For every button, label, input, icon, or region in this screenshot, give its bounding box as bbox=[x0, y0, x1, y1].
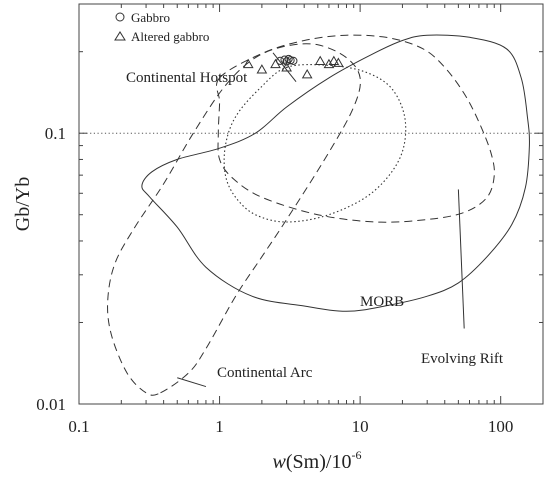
point-altered-gabbro bbox=[323, 58, 335, 69]
point-altered-gabbro bbox=[281, 62, 292, 72]
legend-gabbro-label: Gabbro bbox=[131, 10, 170, 25]
legend-gabbro-marker bbox=[115, 12, 125, 22]
field-morb bbox=[223, 64, 407, 223]
y-axis-label: Gb/Yb bbox=[12, 177, 34, 231]
x-tick-label: 1 bbox=[215, 417, 224, 436]
sample-points bbox=[242, 54, 344, 79]
point-gabbro bbox=[284, 54, 293, 64]
y-tick-label: 0.1 bbox=[45, 124, 66, 143]
y-tick-label: 0.01 bbox=[36, 395, 66, 414]
x-tick-label: 100 bbox=[488, 417, 514, 436]
field-label-continental-arc: Continental Arc bbox=[217, 365, 313, 381]
point-altered-gabbro bbox=[256, 64, 268, 74]
legend-altered-gabbro-label: Altered gabbro bbox=[131, 29, 209, 44]
field-label-morb: MORB bbox=[360, 294, 404, 310]
x-axis-label: w(Sm)/10-6 bbox=[273, 448, 362, 473]
point-altered-gabbro bbox=[314, 55, 326, 65]
legend-altered-gabbro-marker bbox=[114, 31, 126, 41]
point-altered-gabbro bbox=[270, 58, 281, 69]
leader-evolving-rift bbox=[457, 189, 465, 329]
point-altered-gabbro bbox=[332, 57, 344, 67]
point-altered-gabbro bbox=[328, 55, 340, 65]
x-axis-label-var: w bbox=[273, 451, 287, 473]
x-tick-label: 10 bbox=[352, 417, 369, 436]
x-axis-label-text: (Sm)/10 bbox=[286, 451, 352, 473]
plot-frame bbox=[78, 3, 544, 405]
point-gabbro bbox=[289, 56, 298, 65]
field-continental-arc bbox=[107, 43, 361, 396]
point-altered-gabbro bbox=[301, 69, 313, 79]
point-altered-gabbro bbox=[242, 58, 254, 69]
field-label-continental-hotspot: Continental Hotspot bbox=[126, 70, 248, 86]
point-gabbro bbox=[280, 55, 289, 64]
legend: Gabbro Altered gabbro bbox=[114, 10, 209, 44]
field-continental-hotspot bbox=[216, 34, 495, 223]
field-evolving-rift bbox=[141, 34, 530, 312]
field-label-evolving-rift: Evolving Rift bbox=[421, 351, 504, 367]
x-tick-label: 0.1 bbox=[68, 417, 89, 436]
tectonic-fields bbox=[107, 34, 530, 396]
x-axis-label-exponent: -6 bbox=[351, 448, 361, 462]
leader-continental-arc bbox=[177, 377, 207, 388]
